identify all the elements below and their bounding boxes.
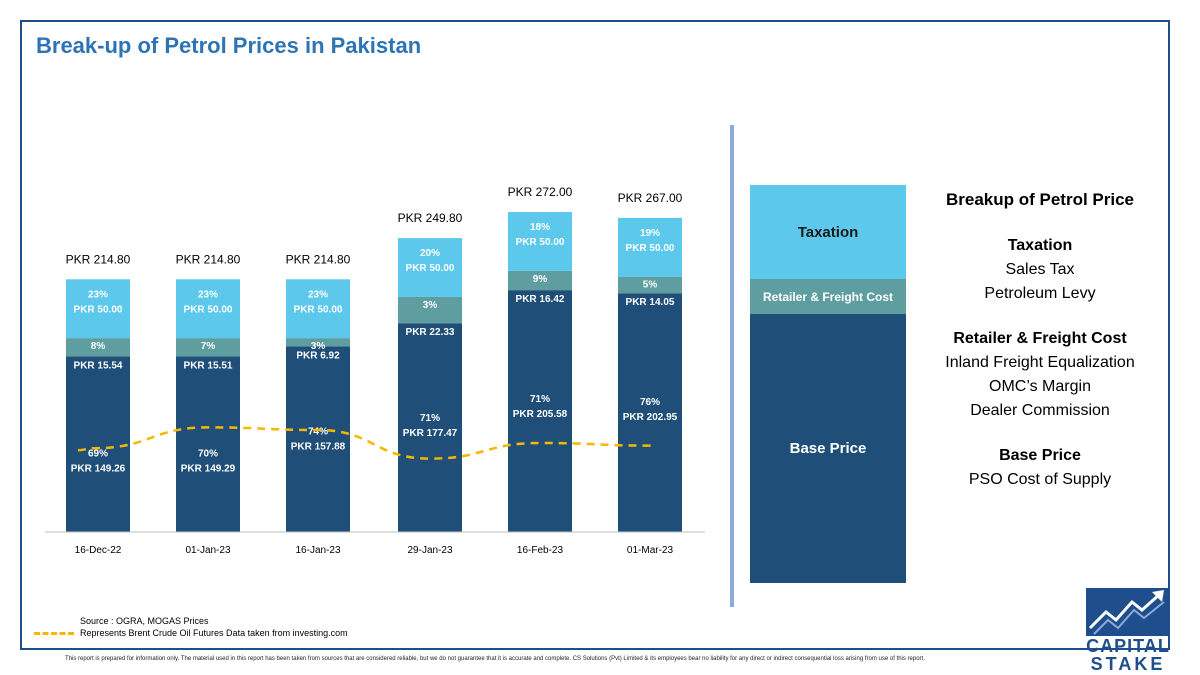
data-label-base-value: PKR 205.58 <box>513 409 568 420</box>
section-item: Petroleum Levy <box>984 285 1096 302</box>
brent-line-note: Represents Brent Crude Oil Futures Data … <box>80 628 348 638</box>
disclaimer: This report is prepared for information … <box>65 656 925 662</box>
bar-segment-retailer <box>508 270 572 291</box>
x-tick-label: 01-Jan-23 <box>185 545 230 556</box>
data-label-retailer-value: PKR 15.54 <box>74 360 123 371</box>
brent-line-legend-swatch <box>34 632 74 635</box>
x-tick-label: 29-Jan-23 <box>407 545 452 556</box>
capital-stake-logo: CAPITAL STAKE <box>1083 586 1173 674</box>
data-label-retailer-value: PKR 6.92 <box>296 350 340 361</box>
data-label-taxation-percent: 19% <box>640 228 660 239</box>
bar-segment-retailer <box>66 338 130 357</box>
section-item: OMC’s Margin <box>989 378 1091 395</box>
legend-taxation: Taxation <box>750 185 906 279</box>
data-label-taxation-percent: 23% <box>88 289 108 300</box>
x-tick-label: 01-Mar-23 <box>627 545 674 556</box>
data-label-base-value: PKR 149.29 <box>181 463 236 474</box>
data-label-taxation-percent: 20% <box>420 248 440 259</box>
data-label-retailer-value: PKR 22.33 <box>406 327 455 338</box>
data-label-retailer-percent: 3% <box>423 300 438 311</box>
data-label-total: PKR 267.00 <box>618 191 683 205</box>
breakup-section-retailer: Retailer & Freight Cost Inland Freight E… <box>920 327 1160 423</box>
data-label-taxation-value: PKR 50.00 <box>516 237 565 248</box>
data-label-taxation-value: PKR 50.00 <box>294 304 343 315</box>
bar-segment-taxation <box>286 279 350 339</box>
bar-segment-base <box>66 356 130 532</box>
bar-segment-retailer <box>398 296 462 324</box>
bar-segment-taxation <box>508 212 572 271</box>
data-label-retailer-value: PKR 15.51 <box>184 360 233 371</box>
x-tick-label: 16-Dec-22 <box>75 545 122 556</box>
data-label-retailer-value: PKR 14.05 <box>626 297 675 308</box>
x-tick-label: 16-Jan-23 <box>295 545 340 556</box>
bar-segment-base <box>618 293 682 532</box>
bar-segment-base <box>508 290 572 532</box>
legend-base-price: Base Price <box>750 314 906 583</box>
data-label-total: PKR 214.80 <box>66 252 131 266</box>
brent-crude-line <box>77 426 655 460</box>
logo-text-line2: STAKE <box>1090 654 1166 674</box>
stacked-bar-chart: 69% PKR 149.26 8% PKR 15.54 23% PKR 50.00 PKR … <box>45 185 705 556</box>
page-title: Break-up of Petrol Prices in Pakistan <box>36 33 422 58</box>
bar-segment-retailer <box>286 338 350 347</box>
bar-segment-taxation <box>66 279 130 339</box>
legend-retailer-freight: Retailer & Freight Cost <box>750 279 906 314</box>
section-item: Dealer Commission <box>970 402 1110 419</box>
data-label-total: PKR 214.80 <box>176 252 241 266</box>
section-title: Base Price <box>999 447 1081 464</box>
x-tick-label: 16-Feb-23 <box>517 545 564 556</box>
bar-segment-taxation <box>398 238 462 297</box>
slide-frame <box>20 20 1170 650</box>
divider <box>730 125 734 607</box>
data-label-retailer-percent: 5% <box>643 280 658 291</box>
data-label-base-value: PKR 149.26 <box>71 463 126 474</box>
section-item: Inland Freight Equalization <box>945 354 1135 371</box>
bar-segment-retailer <box>176 338 240 357</box>
data-label-taxation-value: PKR 50.00 <box>626 243 675 254</box>
data-label-base-value: PKR 177.47 <box>403 428 458 439</box>
data-label-retailer-value: PKR 16.42 <box>516 294 565 305</box>
data-label-taxation-percent: 23% <box>308 289 328 300</box>
source-note: Source : OGRA, MOGAS Prices <box>80 616 209 626</box>
data-label-base-percent: 70% <box>198 448 218 459</box>
data-label-base-percent: 69% <box>88 448 108 459</box>
data-label-retailer-percent: 3% <box>311 341 326 352</box>
section-item: Sales Tax <box>1005 261 1075 278</box>
data-label-retailer-percent: 8% <box>91 341 106 352</box>
data-label-retailer-percent: 9% <box>533 274 548 285</box>
section-item: PSO Cost of Supply <box>968 471 1112 488</box>
data-label-base-percent: 71% <box>530 394 550 405</box>
data-label-base-value: PKR 157.88 <box>291 441 346 452</box>
data-label-taxation-value: PKR 50.00 <box>184 304 233 315</box>
section-title: Taxation <box>1007 237 1073 254</box>
breakup-section-taxation: Taxation Sales Tax Petroleum Levy <box>920 234 1160 306</box>
data-label-taxation-percent: 23% <box>198 289 218 300</box>
data-label-base-value: PKR 202.95 <box>623 412 678 423</box>
bar-segment-base <box>176 356 240 532</box>
bar-segment-taxation <box>176 279 240 339</box>
data-label-base-percent: 71% <box>420 413 440 424</box>
data-label-taxation-value: PKR 50.00 <box>406 263 455 274</box>
data-label-base-percent: 74% <box>308 426 328 437</box>
section-title: Retailer & Freight Cost <box>953 330 1127 347</box>
breakup-heading: Breakup of Petrol Price <box>945 190 1134 209</box>
data-label-base-percent: 76% <box>640 397 660 408</box>
logo-chart-icon <box>1086 588 1170 636</box>
breakup-panel: Breakup of Petrol Price Taxation Sales T… <box>920 188 1160 513</box>
bar-segment-retailer <box>618 276 682 294</box>
bar-segment-base <box>286 346 350 532</box>
data-label-taxation-percent: 18% <box>530 222 550 233</box>
data-label-total: PKR 214.80 <box>286 252 351 266</box>
bar-segment-base <box>398 323 462 532</box>
bar-segment-taxation <box>618 217 682 277</box>
data-label-taxation-value: PKR 50.00 <box>74 304 123 315</box>
breakup-section-base: Base Price PSO Cost of Supply <box>920 444 1160 492</box>
data-label-retailer-percent: 7% <box>201 341 216 352</box>
data-label-total: PKR 249.80 <box>398 211 463 225</box>
logo-text-line1: CAPITAL <box>1086 636 1170 656</box>
data-label-total: PKR 272.00 <box>508 185 573 199</box>
